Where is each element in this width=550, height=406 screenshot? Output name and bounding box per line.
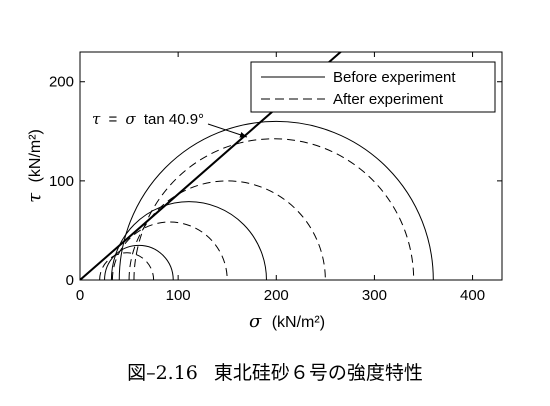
figure-caption: 図–2.16 東北硅砂６号の強度特性 <box>0 358 550 385</box>
y-axis-ticks: 0 100 200 <box>49 74 502 289</box>
x-tick-label: 400 <box>460 287 485 304</box>
mohr-circles <box>99 120 434 280</box>
mohr-circle-before <box>104 244 174 280</box>
legend: Before experiment After experiment <box>250 61 496 113</box>
mohr-circle-after <box>99 252 155 280</box>
mohr-circle-after <box>128 180 326 280</box>
x-axis-ticks: 0 100 200 300 400 <box>76 52 485 304</box>
mohr-circle-after <box>133 138 415 280</box>
x-tick-label: 300 <box>362 287 387 304</box>
y-axis-label-unit: (kN/m²) <box>27 129 44 182</box>
caption-text: 東北硅砂６号の強度特性 <box>213 362 423 384</box>
envelope-label-tau: τ <box>92 110 101 128</box>
x-tick-label: 0 <box>76 287 84 304</box>
envelope-label-sigma: σ <box>125 110 136 128</box>
y-tick-label: 0 <box>66 272 74 289</box>
envelope-label-tan: tan 40.9° <box>144 111 204 128</box>
legend-label-before: Before experiment <box>333 69 456 86</box>
legend-label-after: After experiment <box>333 91 444 108</box>
plot-frame <box>79 51 503 281</box>
x-axis-label: σ (kN/m²) <box>249 311 325 332</box>
y-tick-label: 200 <box>49 74 74 91</box>
y-tick-label: 100 <box>49 173 74 190</box>
mohr-circle-before <box>110 201 267 280</box>
caption-label: 図–2.16 <box>127 362 198 384</box>
x-axis-label-symbol: σ <box>249 311 262 332</box>
x-tick-label: 200 <box>264 287 289 304</box>
x-axis-label-unit: (kN/m²) <box>272 314 325 331</box>
envelope-label: τ = σ tan 40.9° <box>92 110 204 128</box>
x-tick-label: 100 <box>166 287 191 304</box>
mohr-circle-after <box>111 221 228 280</box>
legend-box <box>250 61 496 113</box>
mohr-circle-before <box>118 120 434 280</box>
y-axis-label: τ (kN/m²) <box>24 129 45 203</box>
y-axis-label-symbol: τ <box>24 192 45 203</box>
envelope-label-equals: = <box>108 111 117 128</box>
envelope-label-arrow <box>207 123 248 138</box>
